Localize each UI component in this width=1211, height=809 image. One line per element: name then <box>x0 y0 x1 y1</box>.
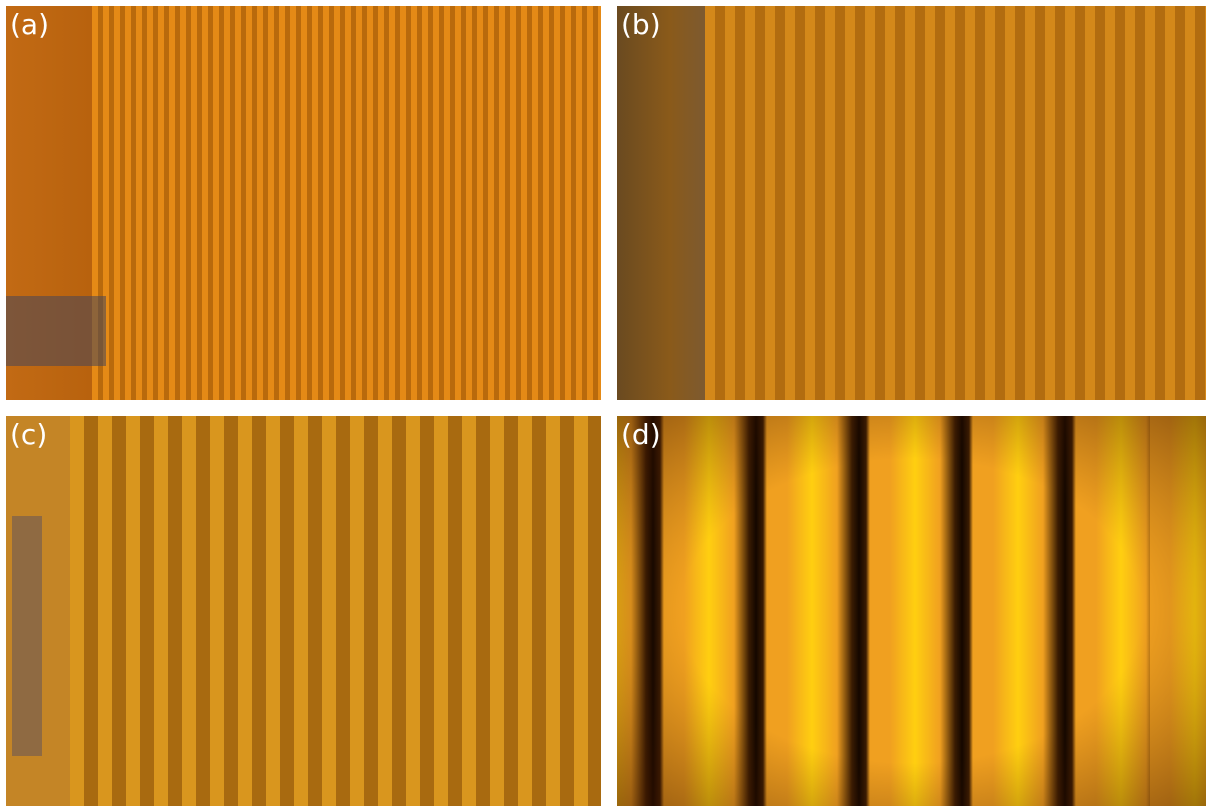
fringes <box>92 6 601 400</box>
fringes <box>70 416 601 806</box>
panel-label: (d) <box>621 418 661 452</box>
panel-label: (c) <box>10 418 47 452</box>
fringes <box>705 6 1206 400</box>
vignette <box>617 416 1206 806</box>
region <box>12 516 42 756</box>
panel-c-image: (c) <box>6 416 601 806</box>
figure: (a) (b) (c) (d) <box>0 0 1211 809</box>
panel-b-image: (b) <box>617 6 1206 400</box>
panel-label: (b) <box>621 8 661 42</box>
region <box>617 6 705 400</box>
panel-d-image: (d) <box>617 416 1206 806</box>
panel-a-image: (a) <box>6 6 601 400</box>
panel-label: (a) <box>10 8 49 42</box>
shadow <box>6 296 106 366</box>
